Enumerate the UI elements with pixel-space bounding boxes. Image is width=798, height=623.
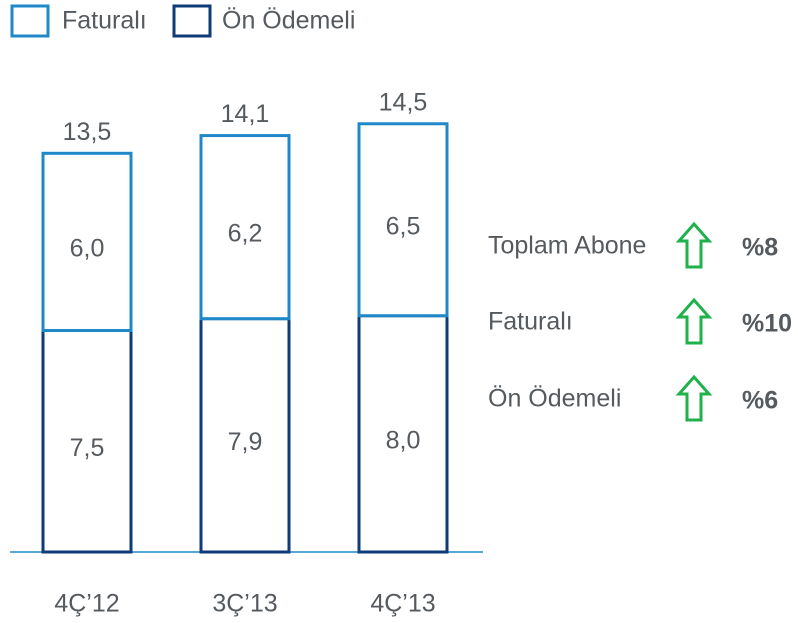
legend-label: Faturalı xyxy=(62,7,147,35)
x-tick-label: 4Ç’12 xyxy=(54,590,119,618)
total-label: 13,5 xyxy=(63,118,112,146)
value-label: 6,5 xyxy=(386,212,421,240)
legend-swatch xyxy=(10,4,50,38)
annotation-label: Faturalı xyxy=(488,308,573,336)
value-label: 7,5 xyxy=(70,434,105,462)
legend-label: Ön Ödemeli xyxy=(222,7,355,35)
bar-segment xyxy=(357,122,449,318)
value-label: 8,0 xyxy=(386,426,421,454)
up-arrow xyxy=(675,374,713,422)
annotation-value: %6 xyxy=(742,387,778,415)
value-label: 7,9 xyxy=(228,428,263,456)
x-tick-label: 4Ç’13 xyxy=(370,590,435,618)
bar-segment xyxy=(41,151,133,332)
x-tick-label: 3Ç’13 xyxy=(212,590,277,618)
bar-segment xyxy=(357,314,449,554)
value-label: 6,2 xyxy=(228,220,263,248)
value-label: 6,0 xyxy=(70,235,105,263)
annotation-value: %10 xyxy=(742,310,792,338)
annotation-value: %8 xyxy=(742,234,778,262)
bar-segment xyxy=(41,329,133,554)
legend-swatch xyxy=(172,4,212,38)
total-label: 14,1 xyxy=(221,100,270,128)
annotation-label: Ön Ödemeli xyxy=(488,385,621,413)
total-label: 14,5 xyxy=(379,88,428,116)
up-arrow xyxy=(675,221,713,269)
up-arrow xyxy=(675,297,713,345)
bar-segment xyxy=(199,134,291,321)
annotation-label: Toplam Abone xyxy=(488,232,646,260)
